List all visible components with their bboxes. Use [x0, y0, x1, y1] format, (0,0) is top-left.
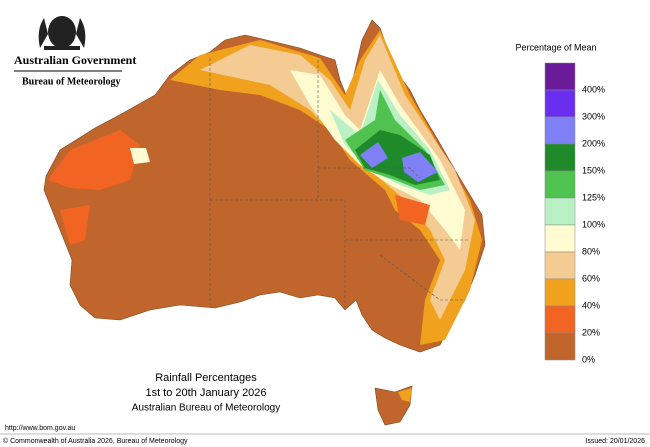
zone-80b — [130, 148, 150, 164]
legend-label: 20% — [582, 327, 600, 337]
zone-200 — [360, 142, 438, 182]
legend-label: 40% — [582, 300, 600, 310]
tasmania-zone — [398, 388, 412, 402]
agency: Bureau of Meteorology — [22, 76, 121, 87]
legend-label: 200% — [582, 138, 605, 148]
legend-label: 125% — [582, 192, 605, 202]
legend-label: 300% — [582, 111, 605, 121]
legend-swatch — [544, 251, 576, 280]
legend-swatch — [544, 89, 576, 118]
legend-label: 150% — [582, 165, 605, 175]
legend-title: Percentage of Mean — [515, 42, 596, 52]
copyright: © Commonwealth of Australia 2026, Bureau… — [3, 437, 188, 445]
caption-title: Rainfall Percentages — [155, 372, 257, 384]
legend-label: 60% — [582, 273, 600, 283]
legend-swatch — [544, 197, 576, 226]
legend-label: 400% — [582, 84, 605, 94]
url: http://www.bom.gov.au — [5, 425, 75, 432]
legend-label: 80% — [582, 246, 600, 256]
legend-swatch — [544, 170, 576, 199]
legend-swatch — [544, 332, 576, 361]
crest — [38, 16, 86, 50]
issued: Issued: 20/01/2026 — [585, 438, 645, 445]
legend-swatch — [544, 62, 576, 91]
legend: 400% 300% 200% 150% 125% 100% 80% 60% 40% 20% 0% — [544, 62, 605, 364]
caption-source: Australian Bureau of Meteorology — [132, 403, 280, 414]
legend-swatch — [544, 224, 576, 253]
legend-swatch — [544, 116, 576, 145]
legend-label: 0% — [582, 354, 595, 364]
state-borders — [209, 55, 470, 310]
legend-swatch — [544, 305, 576, 334]
government: Australian Government — [14, 53, 136, 67]
zone-60 — [200, 35, 475, 320]
caption-period: 1st to 20th January 2026 — [145, 387, 266, 399]
legend-swatch — [544, 278, 576, 307]
legend-swatch — [544, 143, 576, 172]
legend-label: 100% — [582, 219, 605, 229]
